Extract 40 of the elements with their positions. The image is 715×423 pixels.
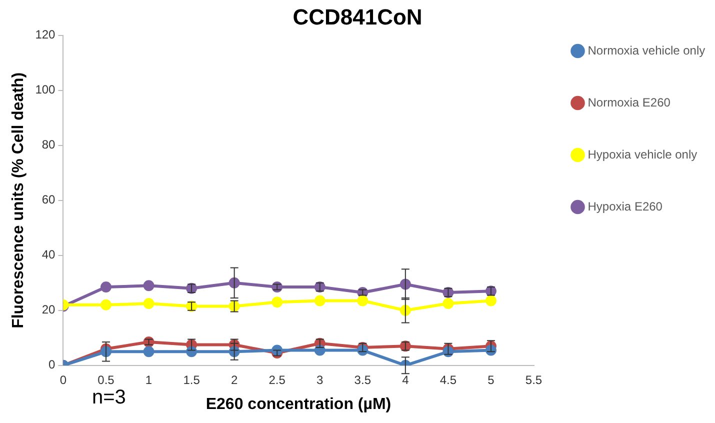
x-tick-label: 0 [60, 372, 67, 387]
text: n=3 [92, 386, 126, 409]
y-tick-label: 100 [35, 82, 56, 97]
legend-label: Hypoxia E260 [588, 199, 663, 214]
y-tick-label: 120 [35, 28, 56, 42]
point [357, 295, 368, 306]
legend-label: Normoxia vehicle only [588, 43, 706, 58]
y-tick-label: 40 [42, 248, 56, 262]
y-axis-title: Fluorescence units (% Cell death) [10, 72, 28, 328]
x-tick-label: 3.5 [354, 372, 372, 387]
x-tick-label: 5.5 [525, 372, 542, 387]
x-tick-label: 4 [402, 372, 410, 387]
point [485, 295, 496, 306]
x-tick-label: 2.5 [268, 372, 286, 387]
x-tick-label: 4.5 [440, 372, 457, 387]
point [143, 280, 154, 292]
point [100, 299, 112, 310]
legend-label: Hypoxia vehicle only [588, 147, 698, 162]
x-axis-title: E260 concentration (µM) [206, 396, 392, 413]
y-tick-label: 0 [48, 358, 56, 372]
y-tick-label: 20 [42, 302, 56, 317]
point [357, 287, 368, 298]
chart-title: CCD841CoN [292, 4, 422, 30]
point [442, 298, 454, 310]
point [143, 346, 154, 358]
x-tick-label: 3 [316, 372, 324, 387]
x-tick-label: 1 [145, 372, 152, 387]
point [100, 282, 112, 293]
x-tick-label: 0.5 [98, 372, 115, 387]
y-tick-label: 60 [42, 192, 56, 207]
legend-label: Normoxia E260 [588, 95, 671, 110]
point [272, 296, 283, 308]
point [143, 336, 154, 348]
point [143, 298, 154, 310]
x-tick-label: 1.5 [183, 372, 200, 387]
point [314, 295, 326, 306]
point [272, 282, 283, 293]
x-tick-label: 2 [230, 372, 238, 387]
y-tick-label: 80 [42, 138, 56, 152]
x-tick-label: 5 [488, 372, 495, 387]
